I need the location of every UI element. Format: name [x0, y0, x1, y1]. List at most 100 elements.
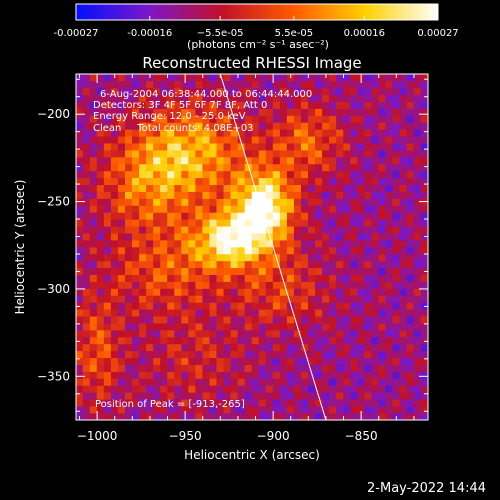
- heatmap-cell: [188, 302, 196, 310]
- heatmap-cell: [174, 156, 182, 165]
- heatmap-cell: [132, 101, 140, 109]
- heatmap-cell: [343, 350, 351, 359]
- heatmap-cell: [89, 392, 98, 400]
- heatmap-cell: [343, 156, 351, 165]
- heatmap-cell: [174, 101, 182, 109]
- heatmap-cell: [96, 184, 105, 192]
- heatmap-cell: [286, 225, 295, 234]
- heatmap-cell: [237, 135, 246, 144]
- heatmap-cell: [89, 212, 98, 220]
- heatmap-cell: [251, 350, 260, 359]
- heatmap-cell: [244, 177, 253, 186]
- heatmap-cell: [315, 74, 323, 82]
- heatmap-cell: [160, 219, 168, 227]
- heatmap-cell: [216, 115, 225, 123]
- heatmap-cell: [96, 177, 105, 186]
- heatmap-cell: [110, 281, 119, 289]
- heatmap-cell: [300, 74, 309, 82]
- heatmap-cell: [399, 108, 408, 116]
- heatmap-cell: [336, 156, 344, 165]
- heatmap-cell: [371, 101, 380, 109]
- heatmap-cell: [293, 163, 302, 172]
- heatmap-cell: [132, 378, 140, 386]
- heatmap-cell: [272, 371, 281, 379]
- heatmap-cell: [322, 405, 330, 414]
- heatmap-cell: [216, 87, 225, 96]
- heatmap-cell: [279, 177, 288, 186]
- heatmap-cell: [329, 177, 337, 186]
- heatmap-cell: [322, 94, 330, 102]
- heatmap-cell: [385, 246, 394, 255]
- heatmap-cell: [392, 392, 401, 400]
- heatmap-cell: [279, 343, 288, 352]
- heatmap-cell: [378, 94, 387, 102]
- heatmap-cell: [167, 156, 175, 165]
- heatmap-cell: [378, 212, 387, 220]
- heatmap-cell: [322, 170, 330, 179]
- heatmap-cell: [195, 191, 204, 199]
- heatmap-cell: [251, 232, 260, 241]
- heatmap-cell: [146, 149, 154, 158]
- heatmap-cell: [378, 378, 387, 386]
- heatmap-cell: [406, 398, 415, 407]
- heatmap-cell: [124, 80, 133, 89]
- heatmap-cell: [223, 198, 232, 206]
- heatmap-cell: [153, 122, 161, 130]
- heatmap-cell: [195, 392, 204, 400]
- heatmap-cell: [322, 108, 330, 116]
- heatmap-cell: [209, 253, 218, 262]
- heatmap-cell: [315, 253, 323, 262]
- heatmap-cell: [350, 232, 358, 241]
- heatmap-cell: [265, 260, 274, 269]
- heatmap-cell: [329, 308, 337, 317]
- heatmap-cell: [392, 371, 401, 379]
- heatmap-cell: [216, 364, 225, 372]
- heatmap-cell: [385, 74, 394, 82]
- heatmap-cell: [272, 87, 281, 96]
- heatmap-cell: [188, 129, 196, 137]
- heatmap-cell: [293, 156, 302, 165]
- heatmap-cell: [174, 371, 182, 379]
- heatmap-cell: [258, 177, 267, 186]
- heatmap-cell: [103, 295, 112, 303]
- heatmap-cell: [96, 267, 105, 275]
- heatmap-cell: [223, 364, 232, 372]
- heatmap-cell: [89, 184, 98, 192]
- heatmap-cell: [230, 191, 239, 199]
- heatmap-cell: [315, 198, 323, 206]
- heatmap-cell: [272, 149, 281, 158]
- heatmap-cell: [103, 108, 112, 116]
- heatmap-cell: [272, 225, 281, 234]
- heatmap-cell: [153, 343, 161, 352]
- heatmap-cell: [300, 212, 309, 220]
- heatmap-cell: [406, 274, 415, 282]
- heatmap-cell: [230, 281, 239, 289]
- heatmap-cell: [343, 101, 351, 109]
- heatmap-cell: [385, 212, 394, 220]
- heatmap-cell: [223, 101, 232, 109]
- heatmap-cell: [223, 308, 232, 317]
- heatmap-cell: [364, 405, 372, 414]
- heatmap-cell: [385, 129, 394, 137]
- heatmap-cell: [110, 385, 119, 393]
- heatmap-cell: [385, 122, 394, 130]
- heatmap-cell: [167, 322, 175, 331]
- heatmap-cell: [322, 253, 330, 262]
- heatmap-cell: [399, 205, 408, 213]
- heatmap-cell: [329, 142, 337, 151]
- heatmap-cell: [96, 281, 105, 289]
- heatmap-cell: [378, 357, 387, 365]
- heatmap-cell: [343, 398, 351, 407]
- heatmap-cell: [399, 322, 408, 331]
- heatmap-cell: [286, 191, 295, 199]
- heatmap-cell: [237, 232, 246, 241]
- heatmap-cell: [308, 149, 316, 158]
- heatmap-cell: [385, 80, 394, 89]
- heatmap-cell: [293, 149, 302, 158]
- heatmap-cell: [244, 329, 253, 338]
- heatmap-cell: [195, 156, 204, 165]
- heatmap-cell: [406, 198, 415, 206]
- heatmap-cell: [258, 322, 267, 331]
- heatmap-cell: [117, 74, 126, 82]
- heatmap-cell: [251, 392, 260, 400]
